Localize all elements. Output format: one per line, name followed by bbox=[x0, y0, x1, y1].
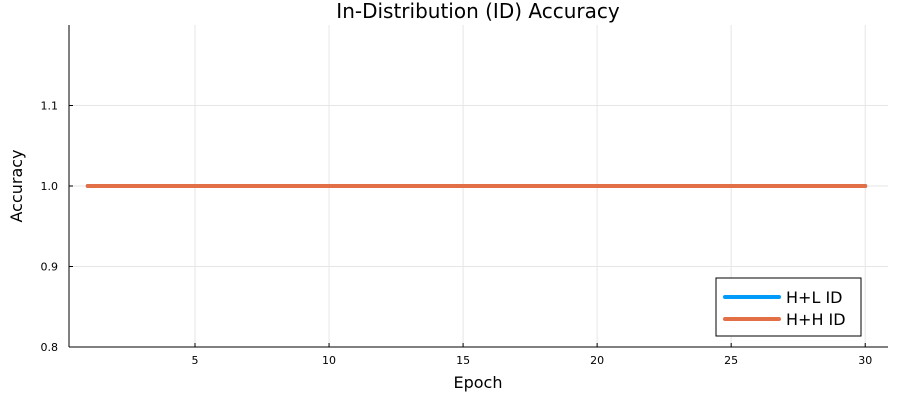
x-ticks: 5 10 15 20 25 30 bbox=[192, 343, 872, 367]
x-tick-label: 20 bbox=[590, 354, 604, 367]
x-tick-label: 5 bbox=[192, 354, 199, 367]
x-tick-label: 15 bbox=[456, 354, 470, 367]
y-tick-label: 1.1 bbox=[41, 100, 59, 113]
y-tick-label: 1.0 bbox=[41, 180, 59, 193]
legend-label: H+H ID bbox=[786, 310, 846, 329]
y-tick-label: 0.8 bbox=[41, 341, 59, 354]
legend-label: H+L ID bbox=[786, 288, 842, 307]
x-tick-label: 10 bbox=[322, 354, 336, 367]
legend: H+L ID H+H ID bbox=[715, 277, 862, 337]
y-axis-label: Accuracy bbox=[7, 149, 26, 222]
chart-title: In-Distribution (ID) Accuracy bbox=[336, 0, 620, 23]
y-ticks: 0.8 0.9 1.0 1.1 bbox=[41, 100, 73, 354]
x-axis-label: Epoch bbox=[454, 373, 503, 392]
x-tick-label: 25 bbox=[724, 354, 738, 367]
legend-box bbox=[715, 277, 862, 337]
x-tick-label: 30 bbox=[858, 354, 872, 367]
y-tick-label: 0.9 bbox=[41, 261, 59, 274]
